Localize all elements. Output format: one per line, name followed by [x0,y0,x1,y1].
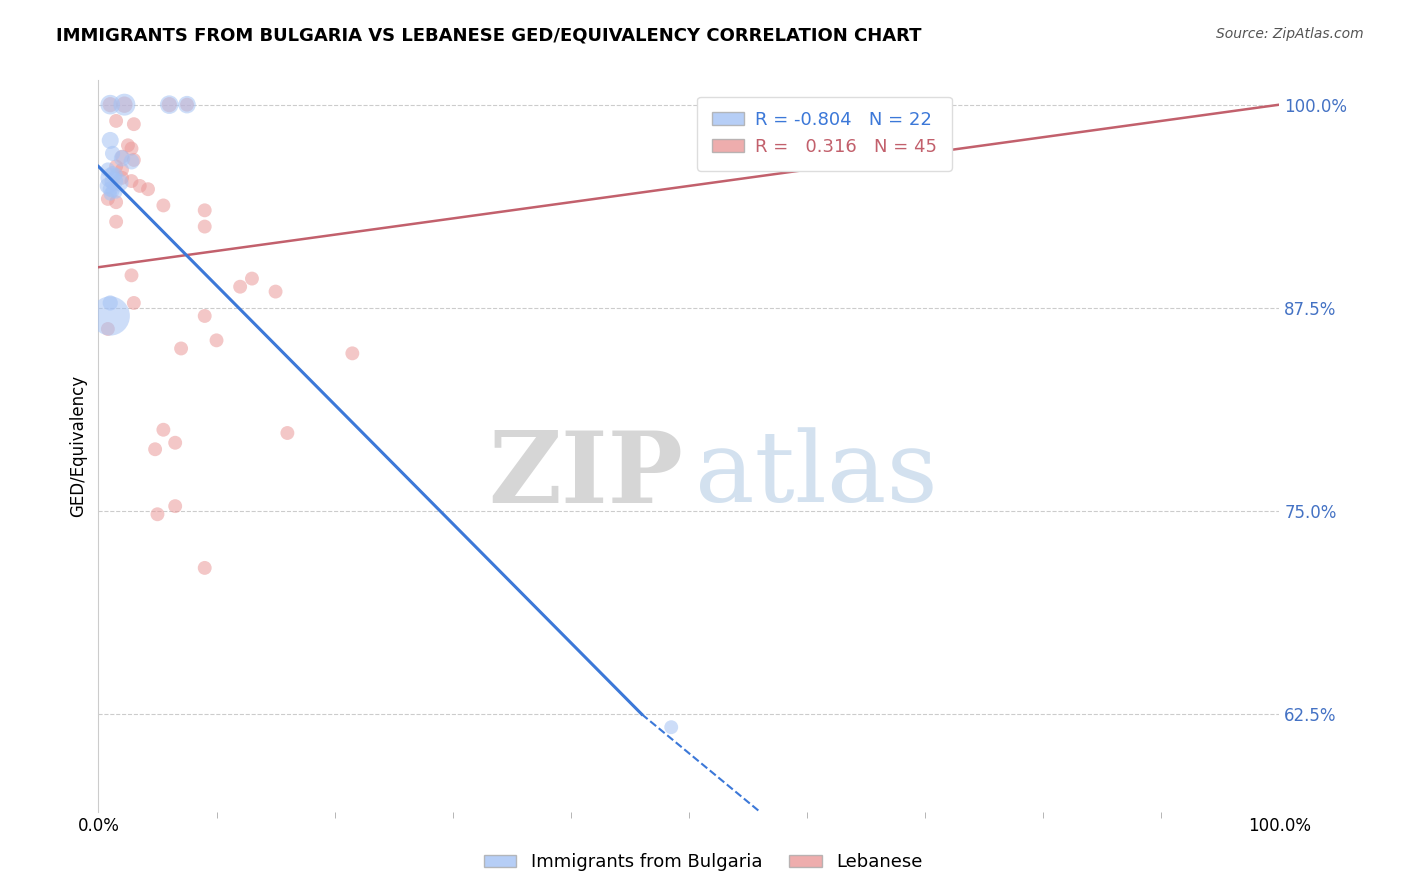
Point [152,423,174,437]
Point [122,153,145,167]
Point [342,346,364,360]
Point [105,168,128,182]
Point [103,174,125,188]
Point [152,198,174,212]
Point [117,138,139,153]
Point [194,309,217,323]
Text: atlas: atlas [695,427,938,523]
Point [165,499,187,513]
Point [97,162,120,177]
Point [98,97,121,112]
Point [121,268,143,283]
Point [194,219,217,234]
Point [101,184,124,198]
Point [98,187,121,202]
Point [111,170,134,185]
Point [112,97,135,112]
Point [98,170,121,185]
Point [136,182,159,196]
Text: ZIP: ZIP [488,426,683,524]
Point [121,154,143,169]
Point [143,442,166,457]
Point [98,309,121,323]
Point [122,117,145,131]
Text: IMMIGRANTS FROM BULGARIA VS LEBANESE GED/EQUIVALENCY CORRELATION CHART: IMMIGRANTS FROM BULGARIA VS LEBANESE GED… [56,27,922,45]
Point [194,561,217,575]
Point [98,182,121,196]
Point [176,97,198,112]
Point [659,720,682,734]
Point [112,97,135,112]
Point [97,322,120,336]
Point [101,166,124,180]
Point [157,97,180,112]
Point [725,97,748,112]
Point [176,97,198,112]
Legend: Immigrants from Bulgaria, Lebanese: Immigrants from Bulgaria, Lebanese [477,847,929,879]
Legend: R = -0.804   N = 22, R =   0.316   N = 45: R = -0.804 N = 22, R = 0.316 N = 45 [697,96,952,170]
Point [157,97,180,112]
Point [128,178,150,193]
Point [111,151,134,165]
Point [121,174,143,188]
Point [111,150,134,164]
Point [122,296,145,310]
Point [97,178,120,193]
Point [101,146,124,161]
Point [105,160,128,174]
Point [264,285,287,299]
Point [98,296,121,310]
Point [276,425,298,440]
Point [105,195,128,210]
Point [111,162,134,177]
Point [98,133,121,147]
Point [229,279,252,293]
Y-axis label: GED/Equivalency: GED/Equivalency [69,375,87,517]
Point [121,142,143,156]
Point [170,342,193,356]
Point [194,203,217,218]
Point [105,186,128,200]
Point [105,215,128,229]
Point [240,271,263,285]
Point [165,435,187,450]
Point [98,97,121,112]
Point [97,192,120,206]
Point [105,114,128,128]
Point [108,176,131,190]
Text: Source: ZipAtlas.com: Source: ZipAtlas.com [1216,27,1364,41]
Point [205,334,228,348]
Point [146,508,169,522]
